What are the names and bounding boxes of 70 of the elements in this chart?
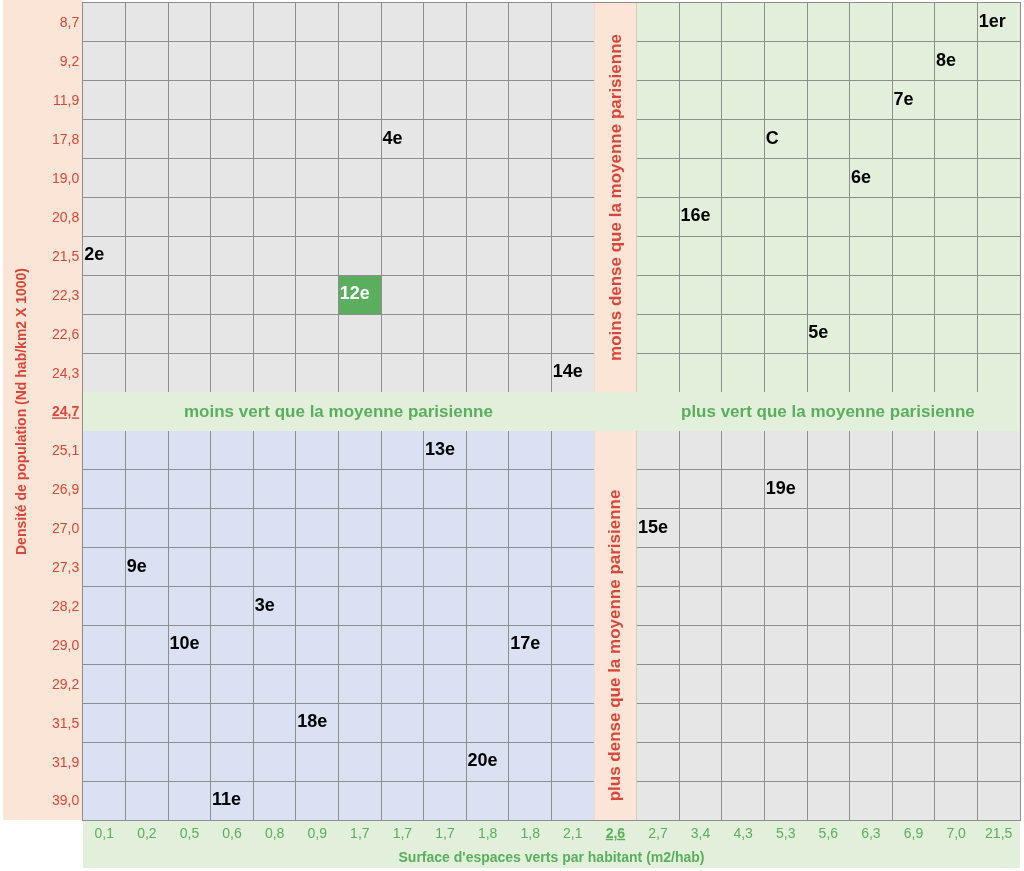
x-tick-label: 1,7	[350, 824, 370, 841]
data-label: 9e	[126, 555, 147, 576]
x-axis-title: Surface d'espaces verts par habitant (m2/hab)	[398, 849, 705, 866]
annotation: plus dense que la moyenne parisienne	[605, 489, 625, 802]
data-label: 18e	[297, 711, 328, 732]
x-tick-label: 0,6	[222, 824, 243, 841]
data-label: 5e	[808, 322, 829, 343]
ref-line-label: moins vert que la moyenne parisienne	[184, 402, 493, 421]
y-tick-label: 24,7	[51, 403, 80, 420]
data-label: 1er	[978, 10, 1006, 31]
ref-line-label: moins dense que la moyenne parisienne	[605, 34, 625, 361]
data-label: 11e	[212, 789, 242, 810]
y-tick-label: 11,9	[52, 92, 80, 109]
y-tick-label: 31,9	[51, 753, 80, 770]
x-tick-label: 3,4	[690, 824, 711, 841]
y-tick-label: 24,3	[51, 364, 80, 381]
x-tick-label: 6,9	[903, 824, 924, 841]
x-tick-label: 7,0	[946, 824, 967, 841]
data-label: 19e	[765, 477, 796, 498]
data-label: 12e	[339, 283, 370, 304]
x-tick-label: 1,7	[435, 824, 455, 841]
y-tick-label: 21,5	[51, 247, 80, 264]
y-tick-label: 39,0	[51, 792, 80, 809]
y-tick-label: 22,6	[51, 325, 80, 342]
y-axis-title: Densité de population (Nd hab/km2 X 1000)	[12, 267, 29, 556]
data-label: 15e	[637, 516, 669, 537]
data-label: 2e	[84, 244, 105, 265]
y-tick-label: 17,8	[51, 131, 80, 148]
x-tick-label: 6,3	[861, 824, 881, 841]
y-tick-label: 25,1	[51, 442, 80, 459]
y-tick-label: 22,3	[51, 286, 80, 303]
annotation: plus vert que la moyenne parisienne	[681, 402, 975, 421]
text: C	[765, 127, 779, 148]
data-label: 17e	[510, 633, 541, 654]
data-label: 14e	[552, 361, 583, 382]
data-label: 13e	[425, 438, 456, 459]
y-tick-label: 19,0	[51, 169, 80, 186]
data-label: 7e	[893, 88, 914, 109]
x-tick-label: 21,5	[985, 824, 1013, 841]
x-tick-label: 1,8	[477, 824, 498, 841]
y-tick-label: 8,7	[59, 14, 80, 31]
x-tick-label: 0,2	[137, 824, 157, 841]
x-tick-label: 2,7	[648, 824, 668, 841]
data-label: 20e	[467, 750, 498, 771]
x-tick-label: 0,8	[264, 824, 285, 841]
y-tick-label: 29,2	[51, 675, 80, 692]
x-tick-label: 1,8	[520, 824, 541, 841]
y-tick-label: 26,9	[51, 481, 80, 498]
data-label: 8e	[936, 49, 957, 70]
x-tick-label: 0,1	[94, 824, 115, 841]
data-label: 16e	[680, 205, 711, 226]
x-tick-label: 1,7	[392, 824, 413, 841]
x-tick-label: 0,9	[307, 824, 328, 841]
data-label: 3e	[254, 594, 275, 615]
x-tick-label: 2,6	[605, 824, 626, 841]
x-tick-label: 4,3	[733, 824, 754, 841]
y-tick-label: 27,3	[51, 559, 80, 576]
y-tick-label: 31,5	[51, 714, 80, 731]
y-tick-label: 27,0	[51, 520, 80, 537]
x-tick-label: 5,3	[776, 824, 796, 841]
y-tick-label: 28,2	[51, 597, 80, 614]
data-label: 6e	[850, 166, 871, 187]
y-tick-label: 9,2	[59, 53, 80, 70]
x-tick-label: 0,5	[179, 824, 200, 841]
data-label: 10e	[169, 633, 200, 654]
y-tick-label: 20,8	[51, 208, 80, 225]
x-tick-label: 2,1	[563, 824, 583, 841]
y-tick-label: 29,0	[51, 636, 80, 653]
data-label: 4e	[382, 127, 403, 148]
x-tick-label: 5,6	[818, 824, 839, 841]
